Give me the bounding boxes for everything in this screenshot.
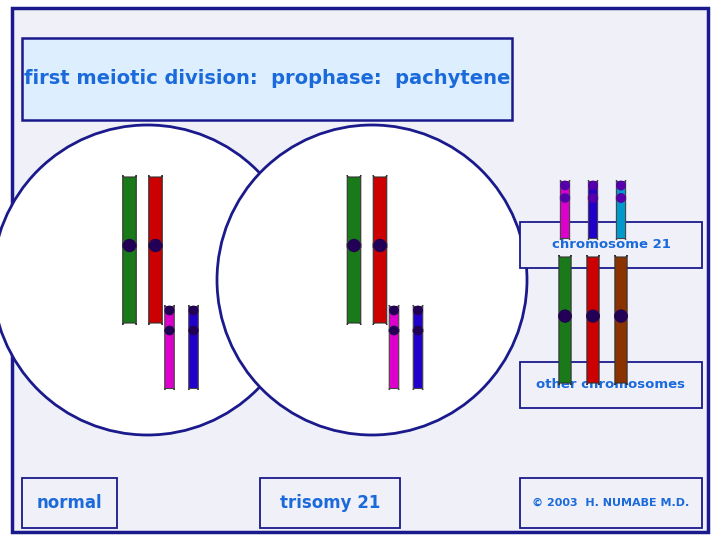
Circle shape [559, 310, 571, 322]
FancyBboxPatch shape [559, 255, 571, 318]
Circle shape [217, 125, 527, 435]
Circle shape [0, 125, 302, 435]
FancyBboxPatch shape [189, 305, 198, 332]
FancyBboxPatch shape [149, 244, 162, 325]
Circle shape [374, 240, 386, 252]
FancyBboxPatch shape [615, 314, 627, 385]
Text: normal: normal [37, 494, 102, 512]
FancyBboxPatch shape [165, 329, 174, 390]
FancyBboxPatch shape [413, 305, 423, 332]
FancyBboxPatch shape [616, 180, 626, 199]
FancyBboxPatch shape [390, 329, 399, 390]
Text: © 2003  H. NUMABE M.D.: © 2003 H. NUMABE M.D. [532, 498, 690, 508]
Circle shape [615, 310, 627, 322]
FancyBboxPatch shape [373, 244, 387, 325]
FancyBboxPatch shape [520, 222, 702, 268]
FancyBboxPatch shape [165, 305, 174, 332]
Text: trisomy 21: trisomy 21 [280, 494, 380, 512]
FancyBboxPatch shape [587, 314, 599, 385]
FancyBboxPatch shape [616, 197, 626, 240]
FancyBboxPatch shape [390, 305, 399, 332]
FancyBboxPatch shape [560, 180, 570, 199]
Circle shape [414, 306, 422, 315]
FancyBboxPatch shape [588, 197, 598, 240]
FancyBboxPatch shape [615, 255, 627, 318]
FancyBboxPatch shape [189, 329, 198, 390]
FancyBboxPatch shape [122, 244, 136, 325]
Text: chromosome 21: chromosome 21 [552, 239, 670, 252]
Text: first meiotic division:  prophase:  pachytene: first meiotic division: prophase: pachyt… [24, 70, 510, 89]
Circle shape [166, 306, 174, 315]
Circle shape [124, 240, 135, 252]
FancyBboxPatch shape [347, 175, 361, 247]
Circle shape [617, 181, 625, 190]
FancyBboxPatch shape [22, 478, 117, 528]
Circle shape [589, 194, 597, 202]
Circle shape [561, 194, 570, 202]
Circle shape [348, 240, 360, 252]
Circle shape [587, 310, 599, 322]
Circle shape [166, 326, 174, 335]
FancyBboxPatch shape [260, 478, 400, 528]
FancyBboxPatch shape [347, 244, 361, 325]
FancyBboxPatch shape [520, 478, 702, 528]
FancyBboxPatch shape [373, 175, 387, 247]
Circle shape [189, 306, 198, 315]
Circle shape [561, 181, 570, 190]
FancyBboxPatch shape [559, 314, 571, 385]
FancyBboxPatch shape [587, 255, 599, 318]
FancyBboxPatch shape [560, 197, 570, 240]
Circle shape [617, 194, 625, 202]
FancyBboxPatch shape [12, 8, 708, 532]
FancyBboxPatch shape [149, 175, 162, 247]
FancyBboxPatch shape [122, 175, 136, 247]
Circle shape [414, 326, 422, 335]
Circle shape [390, 306, 398, 315]
Text: other chromosomes: other chromosomes [536, 379, 685, 392]
Circle shape [589, 181, 597, 190]
FancyBboxPatch shape [588, 180, 598, 199]
FancyBboxPatch shape [413, 329, 423, 390]
Circle shape [390, 326, 398, 335]
FancyBboxPatch shape [22, 38, 512, 120]
FancyBboxPatch shape [520, 362, 702, 408]
Circle shape [150, 240, 161, 252]
Circle shape [189, 326, 198, 335]
